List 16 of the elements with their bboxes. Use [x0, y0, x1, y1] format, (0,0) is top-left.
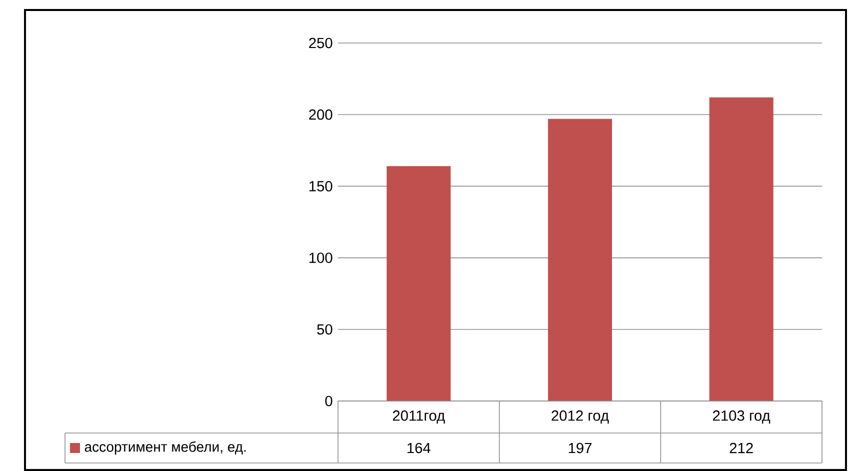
x-tick-label: 2011год: [392, 410, 445, 424]
y-tick-label: 50: [317, 324, 332, 335]
x-tick-label: 2012 год: [552, 410, 609, 424]
data-label: 197: [568, 442, 592, 454]
bar: [709, 97, 774, 401]
y-tick-label: 150: [309, 181, 332, 192]
y-tick-label: 0: [325, 396, 332, 406]
y-tick-label: 250: [309, 38, 332, 48]
data-label: 164: [408, 442, 430, 454]
bar: [386, 166, 451, 401]
legend-label: ассортимент мебели, ед.: [84, 441, 246, 455]
y-tick-label: 200: [309, 109, 332, 120]
y-tick-label: 100: [309, 252, 332, 263]
data-label: 212: [730, 442, 753, 454]
x-tick-label: 2103 год: [713, 410, 770, 424]
bar: [548, 118, 612, 401]
